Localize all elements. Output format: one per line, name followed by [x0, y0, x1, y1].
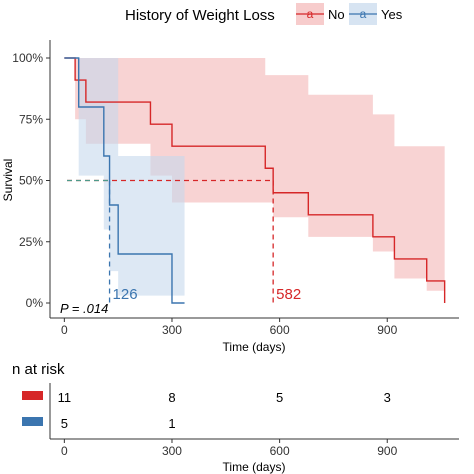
median-label-no: 582 — [276, 286, 301, 303]
confidence-band-yes — [64, 58, 185, 296]
legend-items: a No a Yes — [296, 3, 403, 25]
risk-count-no: 5 — [276, 390, 283, 405]
confidence-bands — [64, 58, 445, 296]
risk-count-yes: 1 — [168, 416, 175, 431]
legend-glyph-no: a — [307, 7, 314, 21]
y-tick-label: 50% — [19, 174, 43, 188]
risk-x-tick-label: 900 — [377, 444, 397, 458]
legend: History of Weight Loss a No a Yes — [125, 3, 403, 25]
legend-label-yes: Yes — [381, 7, 403, 22]
risk-count-no: 11 — [58, 390, 72, 405]
risk-x-tick-label: 600 — [270, 444, 290, 458]
risk-row-swatch-no — [22, 391, 43, 400]
x-axis-label: Time (days) — [223, 340, 286, 354]
median-label-yes: 126 — [113, 286, 138, 303]
risk-table: n at risk 11 8 5 3 5 1 0 300 600 900 Time (days) — [12, 361, 459, 474]
risk-count-no: 3 — [384, 390, 391, 405]
risk-table-rows: 11 8 5 3 5 1 — [22, 390, 391, 431]
x-tick-label: 0 — [61, 323, 68, 337]
survival-line-no — [64, 57, 446, 303]
risk-count-yes: 5 — [61, 416, 68, 431]
risk-row-swatch-yes — [22, 417, 43, 426]
p-value-label: P = .014 — [60, 301, 108, 316]
y-tick-label: 0% — [26, 296, 44, 310]
survival-line-yes — [64, 57, 185, 304]
x-tick-label: 900 — [377, 323, 397, 337]
survival-curves — [64, 57, 446, 304]
risk-count-no: 8 — [168, 390, 175, 405]
risk-table-title: n at risk — [12, 361, 65, 378]
median-markers: 582 126 — [67, 179, 301, 303]
y-tick-label: 25% — [19, 235, 43, 249]
legend-label-no: No — [328, 7, 345, 22]
x-axis-ticks: 0 300 600 900 — [61, 318, 398, 337]
x-tick-label: 600 — [270, 323, 290, 337]
plot-area: 582 126 — [64, 57, 446, 304]
risk-x-axis-ticks: 0 300 600 900 — [61, 439, 398, 458]
risk-x-tick-label: 0 — [61, 444, 68, 458]
y-tick-label: 100% — [12, 51, 43, 65]
risk-x-tick-label: 300 — [162, 444, 182, 458]
x-tick-label: 300 — [162, 323, 182, 337]
confidence-band-no — [64, 58, 445, 291]
y-axis-ticks: 0% 25% 50% 75% 100% — [12, 51, 50, 310]
legend-title: History of Weight Loss — [125, 7, 275, 24]
legend-glyph-yes: a — [360, 7, 367, 21]
risk-x-axis-label: Time (days) — [223, 460, 286, 474]
y-tick-label: 75% — [19, 112, 43, 126]
y-axis-label: Survival — [1, 159, 15, 202]
